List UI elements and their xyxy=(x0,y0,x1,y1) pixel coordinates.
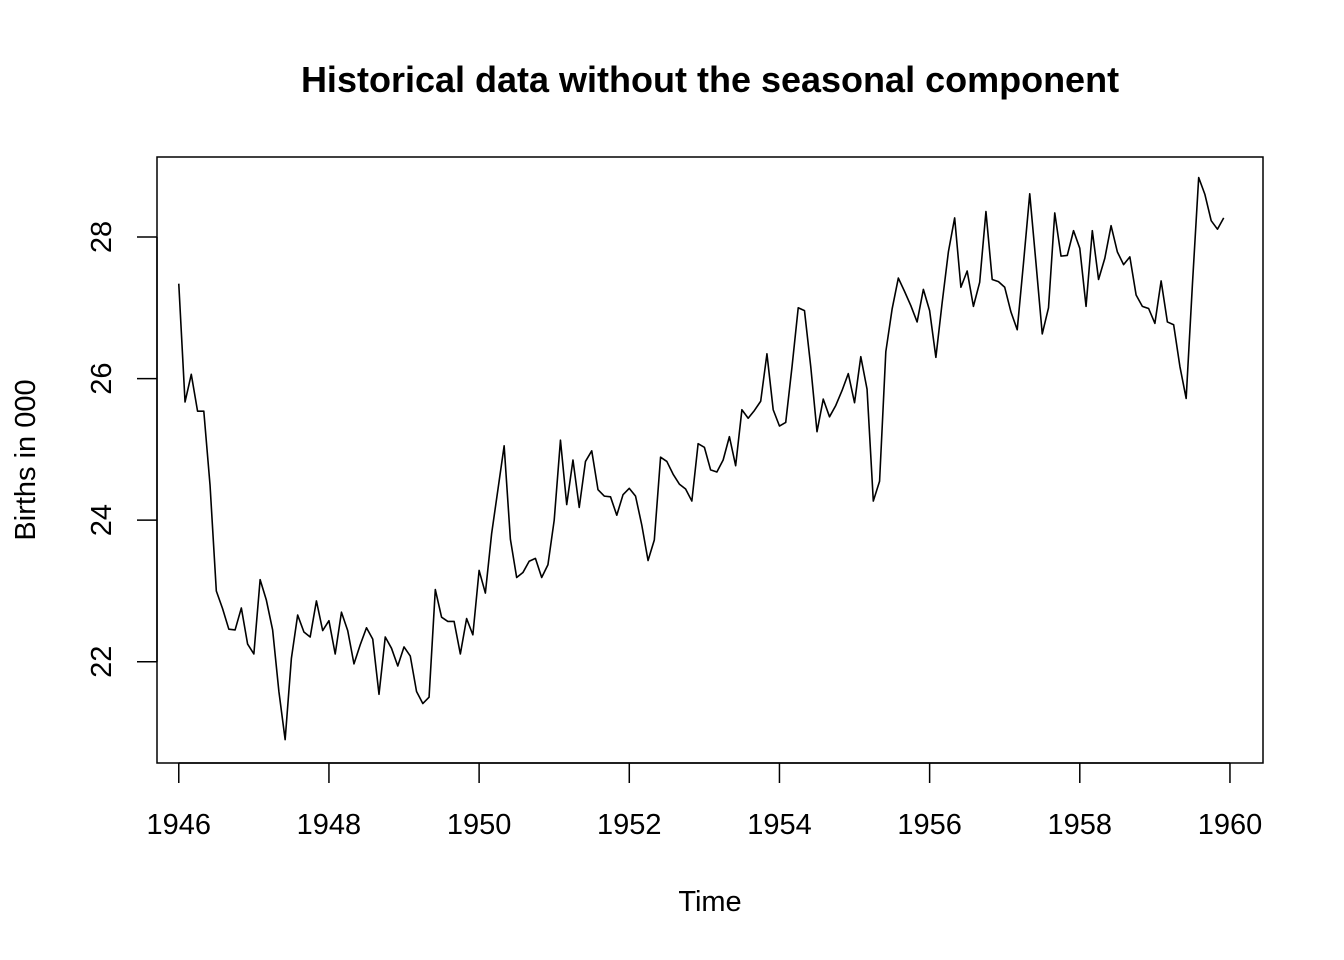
chart-title: Historical data without the seasonal com… xyxy=(301,59,1119,100)
y-tick-label: 26 xyxy=(86,362,118,394)
x-tick-label: 1946 xyxy=(147,809,212,841)
series-line xyxy=(177,176,1225,741)
x-tick-label: 1952 xyxy=(597,809,662,841)
x-axis: 1946 1948 1950 1952 1954 1956 1958 1960 xyxy=(147,762,1263,841)
x-tick-label: 1948 xyxy=(297,809,362,841)
y-tick-label: 24 xyxy=(86,504,118,536)
x-tick-label: 1950 xyxy=(447,809,512,841)
x-tick-label: 1958 xyxy=(1048,809,1113,841)
y-tick-label: 28 xyxy=(86,221,118,253)
y-axis: 22 24 26 28 xyxy=(86,221,158,678)
y-tick-label: 22 xyxy=(86,646,118,678)
x-axis-label: Time xyxy=(678,886,741,918)
x-tick-label: 1956 xyxy=(897,809,962,841)
y-axis-label: Births in 000 xyxy=(10,379,42,540)
x-tick-label: 1954 xyxy=(747,809,812,841)
x-tick-label: 1960 xyxy=(1198,809,1263,841)
